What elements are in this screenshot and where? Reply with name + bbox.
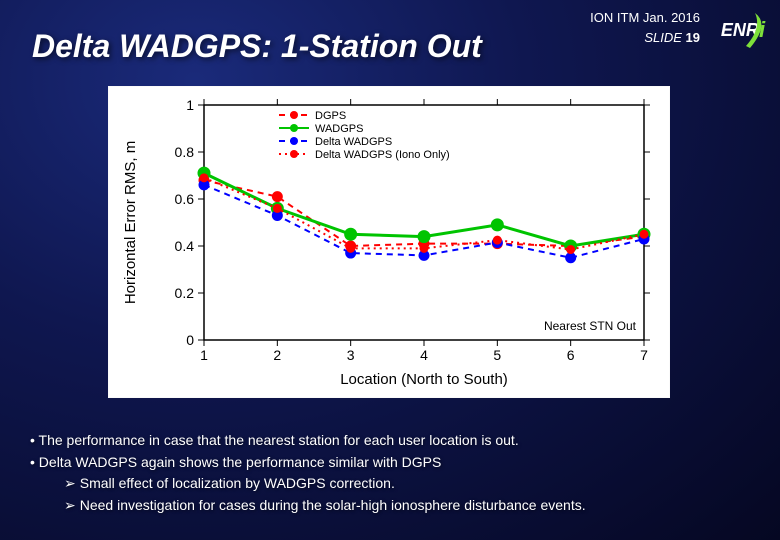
svg-text:0.2: 0.2 (175, 285, 195, 301)
svg-text:0.6: 0.6 (175, 191, 195, 207)
svg-text:1: 1 (200, 347, 208, 363)
slide-number: SLIDE 19 (644, 30, 700, 45)
svg-text:0.4: 0.4 (175, 238, 195, 254)
chart-svg: 0 0.2 0.4 0.6 0.8 1 1 2 3 4 5 6 7 Location (North to … (109, 87, 669, 397)
bullet-item: Small effect of localization by WADGPS c… (30, 473, 750, 495)
svg-text:1: 1 (186, 97, 194, 113)
svg-text:Nearest STN Out: Nearest STN Out (544, 319, 637, 333)
slide-num-value: 19 (686, 30, 700, 45)
svg-text:DGPS: DGPS (315, 110, 346, 122)
enri-logo: ENRi (712, 10, 774, 50)
slide-label: SLIDE (644, 30, 682, 45)
svg-text:6: 6 (567, 347, 575, 363)
svg-text:WADGPS: WADGPS (315, 123, 364, 135)
svg-text:Horizontal Error RMS, m: Horizontal Error RMS, m (122, 141, 139, 304)
svg-text:4: 4 (420, 347, 428, 363)
svg-text:Location (North to South): Location (North to South) (340, 371, 508, 388)
slide-title: Delta WADGPS: 1-Station Out (32, 28, 482, 65)
svg-text:7: 7 (640, 347, 648, 363)
bullet-item: Delta WADGPS again shows the performance… (30, 452, 750, 474)
hrms-chart: 0 0.2 0.4 0.6 0.8 1 1 2 3 4 5 6 7 Location (North to … (108, 86, 670, 398)
logo-swoosh-icon (742, 10, 772, 50)
bullet-item: The performance in case that the nearest… (30, 430, 750, 452)
bullet-item: Need investigation for cases during the … (30, 495, 750, 517)
slide: ION ITM Jan. 2016 SLIDE 19 ENRi Delta WA… (0, 0, 780, 540)
svg-text:0.8: 0.8 (175, 144, 195, 160)
bullet-list: The performance in case that the nearest… (30, 430, 750, 517)
svg-text:Delta WADGPS: Delta WADGPS (315, 136, 392, 148)
svg-text:Delta WADGPS (Iono Only): Delta WADGPS (Iono Only) (315, 149, 450, 161)
conference-header: ION ITM Jan. 2016 (590, 10, 700, 25)
svg-text:3: 3 (347, 347, 355, 363)
svg-text:0: 0 (186, 332, 194, 348)
svg-text:5: 5 (493, 347, 501, 363)
svg-text:2: 2 (273, 347, 281, 363)
